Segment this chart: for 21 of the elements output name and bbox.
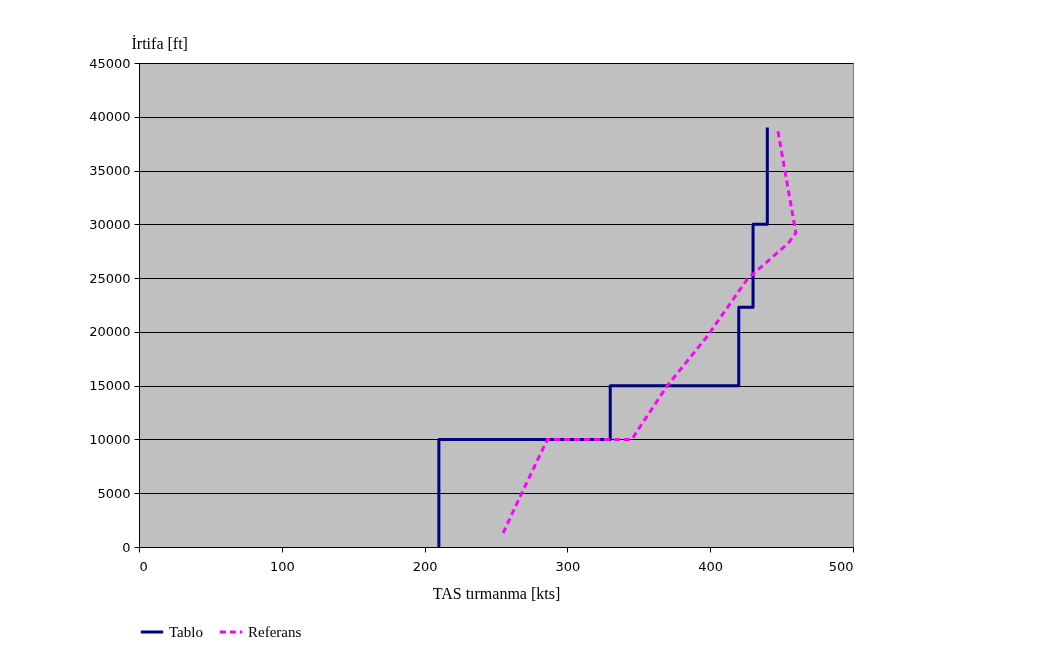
x-tick-label: 400	[698, 558, 724, 574]
y-tick-label: 30000	[89, 216, 131, 232]
legend-label: Tablo	[169, 624, 203, 640]
y-tick-label: 20000	[89, 324, 131, 340]
x-tick-label: 500	[828, 558, 854, 574]
y-tick-label: 25000	[89, 270, 131, 286]
y-tick-label: 0	[122, 539, 131, 555]
y-tick-label: 35000	[89, 163, 131, 179]
x-tick-label: 300	[555, 558, 581, 574]
y-tick-label: 10000	[89, 431, 131, 447]
legend-label: Referans	[248, 624, 302, 640]
y-tick-label: 40000	[89, 109, 131, 125]
x-axis-title: TAS tırmanma [kts]	[432, 584, 561, 602]
y-axis-title: İrtifa [ft]	[131, 34, 188, 52]
line-series	[437, 126, 769, 547]
y-tick-label: 5000	[97, 485, 131, 501]
x-tick-label: 0	[139, 558, 148, 574]
x-tick-label: 100	[269, 558, 295, 574]
y-tick-label: 15000	[89, 378, 131, 394]
x-tick-label: 200	[412, 558, 438, 574]
y-tick-label: 45000	[89, 55, 131, 71]
